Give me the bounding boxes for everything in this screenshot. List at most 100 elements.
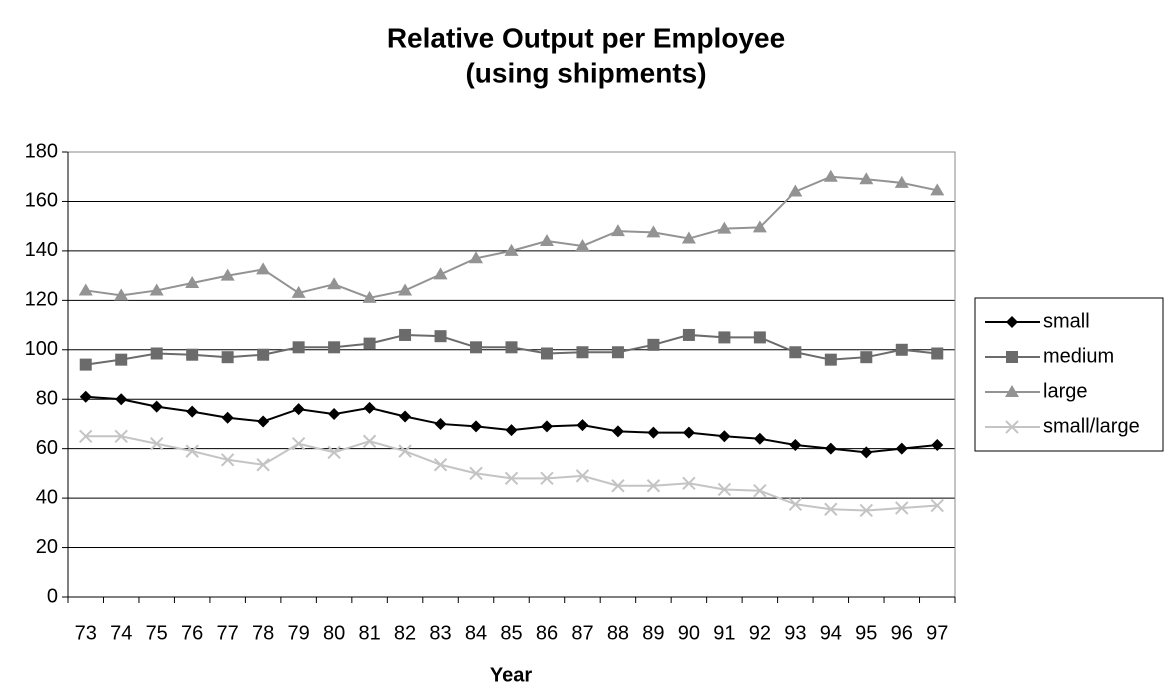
marker: [931, 438, 944, 451]
y-tick-label: 140: [25, 239, 58, 261]
marker: [504, 243, 519, 256]
marker: [149, 437, 164, 451]
marker: [647, 426, 660, 439]
x-tick-label: 75: [146, 622, 168, 644]
x-tick-label: 93: [784, 622, 806, 644]
marker: [470, 420, 483, 433]
marker: [540, 471, 554, 486]
marker: [824, 442, 837, 455]
marker: [469, 251, 484, 264]
marker: [930, 498, 944, 513]
marker: [398, 444, 412, 458]
marker: [823, 169, 838, 182]
marker: [753, 432, 766, 445]
legend-marker: [1006, 316, 1018, 328]
x-tick-label: 78: [252, 622, 274, 644]
marker: [186, 405, 199, 418]
marker: [256, 262, 271, 275]
marker: [859, 172, 874, 185]
marker: [327, 277, 342, 290]
marker: [539, 234, 554, 246]
x-tick-label: 96: [891, 622, 913, 644]
marker: [717, 221, 732, 234]
marker: [150, 400, 163, 413]
marker: [576, 346, 589, 359]
y-tick-label: 180: [25, 140, 58, 162]
x-tick-label: 97: [926, 622, 948, 644]
legend-marker: [1005, 385, 1019, 397]
marker: [540, 347, 553, 360]
marker: [753, 483, 767, 498]
marker: [895, 442, 908, 455]
marker: [611, 346, 624, 359]
x-axis-title: Year: [490, 664, 532, 686]
marker: [682, 328, 695, 341]
marker: [752, 220, 767, 233]
marker: [824, 502, 838, 516]
marker: [291, 437, 306, 451]
marker: [860, 351, 873, 364]
marker: [79, 429, 93, 444]
legend-label: large: [1043, 380, 1087, 402]
marker: [434, 417, 447, 430]
x-tick-label: 94: [820, 622, 842, 644]
marker: [220, 268, 235, 281]
y-tick-label: 100: [25, 338, 58, 360]
marker: [860, 446, 873, 459]
marker: [256, 458, 270, 472]
series-line: [85, 175, 938, 299]
marker: [610, 224, 625, 237]
marker: [753, 331, 766, 344]
marker: [575, 238, 590, 251]
marker: [682, 426, 695, 439]
marker: [788, 184, 803, 197]
marker: [434, 330, 447, 343]
legend-marker: [1005, 420, 1019, 434]
x-tick-label: 76: [181, 622, 203, 644]
y-tick-label: 160: [25, 190, 58, 212]
marker: [328, 341, 341, 354]
legend-marker: [1006, 351, 1018, 363]
marker: [681, 231, 696, 244]
x-tick-label: 81: [358, 622, 380, 644]
marker: [115, 393, 128, 406]
marker: [505, 341, 518, 354]
x-tick-label: 89: [642, 622, 664, 644]
marker: [292, 403, 305, 416]
marker: [717, 482, 732, 497]
x-tick-label: 74: [110, 622, 132, 644]
marker: [824, 353, 837, 366]
marker: [115, 353, 128, 366]
marker: [611, 479, 625, 493]
marker: [647, 338, 660, 351]
marker: [327, 445, 341, 460]
marker: [114, 288, 129, 301]
marker: [291, 285, 306, 298]
x-tick-label: 82: [394, 622, 416, 644]
x-tick-label: 80: [323, 622, 345, 644]
marker: [362, 290, 377, 303]
marker: [363, 337, 376, 350]
marker: [788, 497, 803, 511]
x-tick-label: 73: [75, 622, 97, 644]
marker: [470, 341, 483, 354]
y-tick-label: 0: [47, 585, 58, 607]
marker: [78, 283, 93, 296]
marker: [433, 267, 448, 280]
marker: [859, 503, 874, 518]
marker: [292, 341, 305, 354]
marker: [328, 408, 341, 421]
marker: [789, 438, 802, 451]
marker: [789, 346, 802, 359]
x-tick-label: 88: [607, 622, 629, 644]
x-tick-label: 86: [536, 622, 558, 644]
marker: [186, 348, 199, 361]
marker: [895, 501, 909, 515]
y-tick-label: 20: [36, 536, 58, 558]
marker: [718, 430, 731, 443]
marker: [930, 183, 945, 196]
marker: [718, 331, 731, 344]
marker: [505, 424, 518, 437]
plot-frame: [67, 151, 956, 598]
